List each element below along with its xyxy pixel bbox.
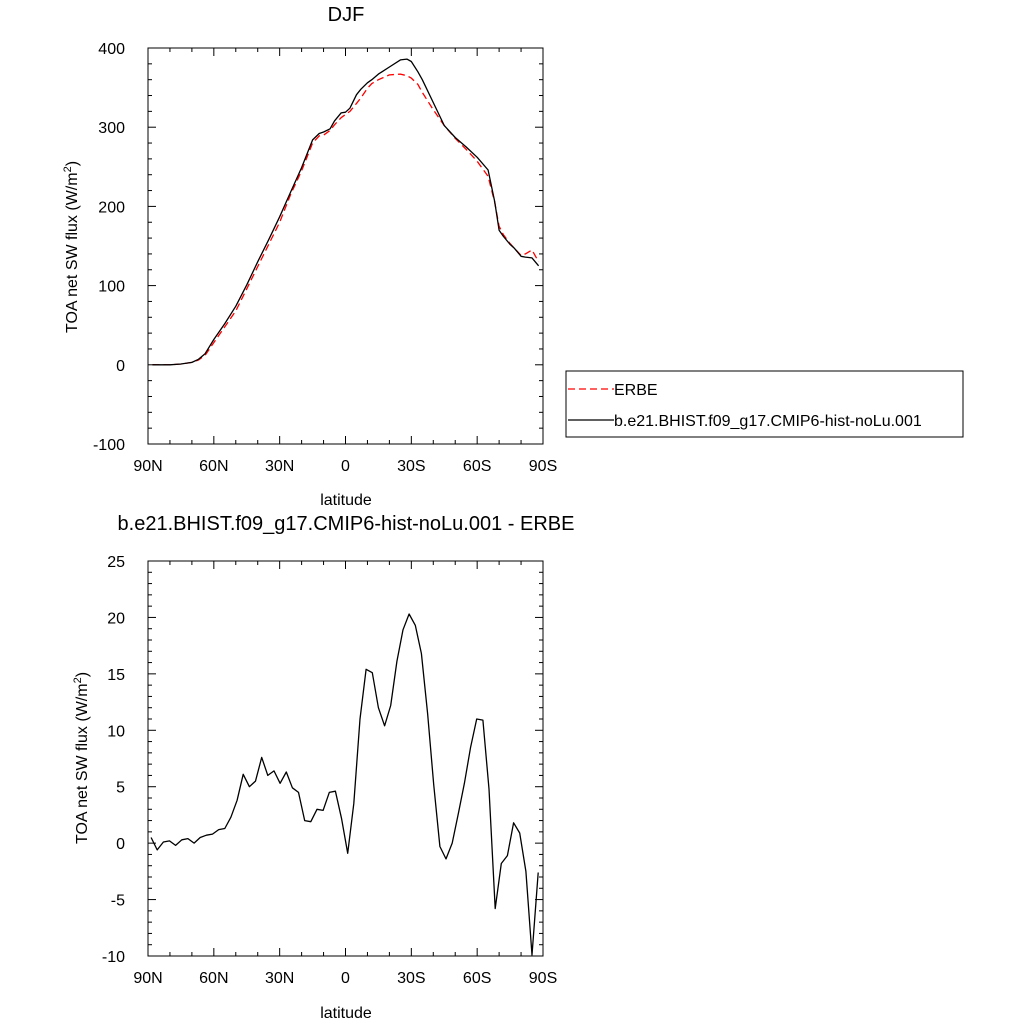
x-tick-label: 90S — [529, 458, 557, 475]
legend-label-model: b.e21.BHIST.f09_g17.CMIP6-hist-noLu.001 — [614, 413, 922, 430]
y-tick-label: 0 — [116, 358, 125, 375]
bottom-chart: b.e21.BHIST.f09_g17.CMIP6-hist-noLu.001 … — [72, 513, 574, 1022]
y-tick-label: -10 — [102, 949, 125, 966]
legend: ERBE b.e21.BHIST.f09_g17.CMIP6-hist-noLu… — [565, 370, 964, 438]
plot-frame — [147, 560, 544, 957]
legend-box — [565, 370, 964, 438]
x-tick-label: 60N — [199, 970, 228, 987]
x-tick-label: 30N — [265, 458, 294, 475]
series-line-0 — [152, 73, 540, 366]
y-tick-label: 200 — [98, 199, 125, 216]
x-tick-label: 0 — [341, 458, 350, 475]
y-tick-label: 5 — [116, 780, 125, 797]
y-tick-label: 400 — [98, 41, 125, 58]
legend-label-erbe: ERBE — [614, 382, 658, 399]
x-tick-label: 30S — [397, 458, 425, 475]
x-tick-label: 90N — [133, 970, 162, 987]
x-tick-label: 60S — [463, 458, 491, 475]
x-tick-label: 30S — [397, 970, 425, 987]
y-tick-label: 15 — [107, 667, 125, 684]
y-tick-label: 300 — [98, 120, 125, 137]
x-tick-labels: 90N 60N 30N 0 30S 60S 90S — [133, 970, 557, 987]
x-tick-labels: 90N 60N 30N 0 30S 60S 90S — [133, 458, 557, 475]
top-chart: DJF 90N 60N 30N 0 30S 60S 90S 400 300 200 100 0 -10… — [62, 4, 557, 509]
x-tick-label: 30N — [265, 970, 294, 987]
x-tick-label: 60N — [199, 458, 228, 475]
x-tick-label: 60S — [463, 970, 491, 987]
x-tick-label: 0 — [341, 970, 350, 987]
chart-title: b.e21.BHIST.f09_g17.CMIP6-hist-noLu.001 … — [118, 513, 575, 535]
tick-marks — [147, 560, 544, 957]
y-tick-label: 10 — [107, 723, 125, 740]
y-tick-label: -100 — [93, 437, 125, 454]
y-tick-label: -5 — [111, 893, 125, 910]
series-line-1 — [152, 58, 540, 366]
y-tick-label: 0 — [116, 836, 125, 853]
y-tick-label: 20 — [107, 610, 125, 627]
y-tick-labels: 400 300 200 100 0 -100 — [93, 41, 125, 454]
y-axis-label: TOA net SW flux (W/m2) — [72, 672, 91, 844]
x-tick-label: 90S — [529, 970, 557, 987]
x-axis-label: latitude — [320, 1005, 372, 1022]
series-lines — [152, 58, 540, 366]
x-tick-label: 90N — [133, 458, 162, 475]
tick-marks — [147, 47, 544, 445]
x-axis-label: latitude — [320, 492, 372, 509]
chart-title: DJF — [328, 4, 365, 26]
y-tick-label: 25 — [107, 554, 125, 571]
y-tick-labels: 25 20 15 10 5 0 -5 -10 — [102, 554, 125, 966]
y-tick-label: 100 — [98, 279, 125, 296]
plot-frame — [147, 47, 544, 445]
series-line-0 — [150, 613, 539, 956]
y-axis-label: TOA net SW flux (W/m2) — [62, 161, 81, 333]
series-lines — [150, 613, 539, 956]
